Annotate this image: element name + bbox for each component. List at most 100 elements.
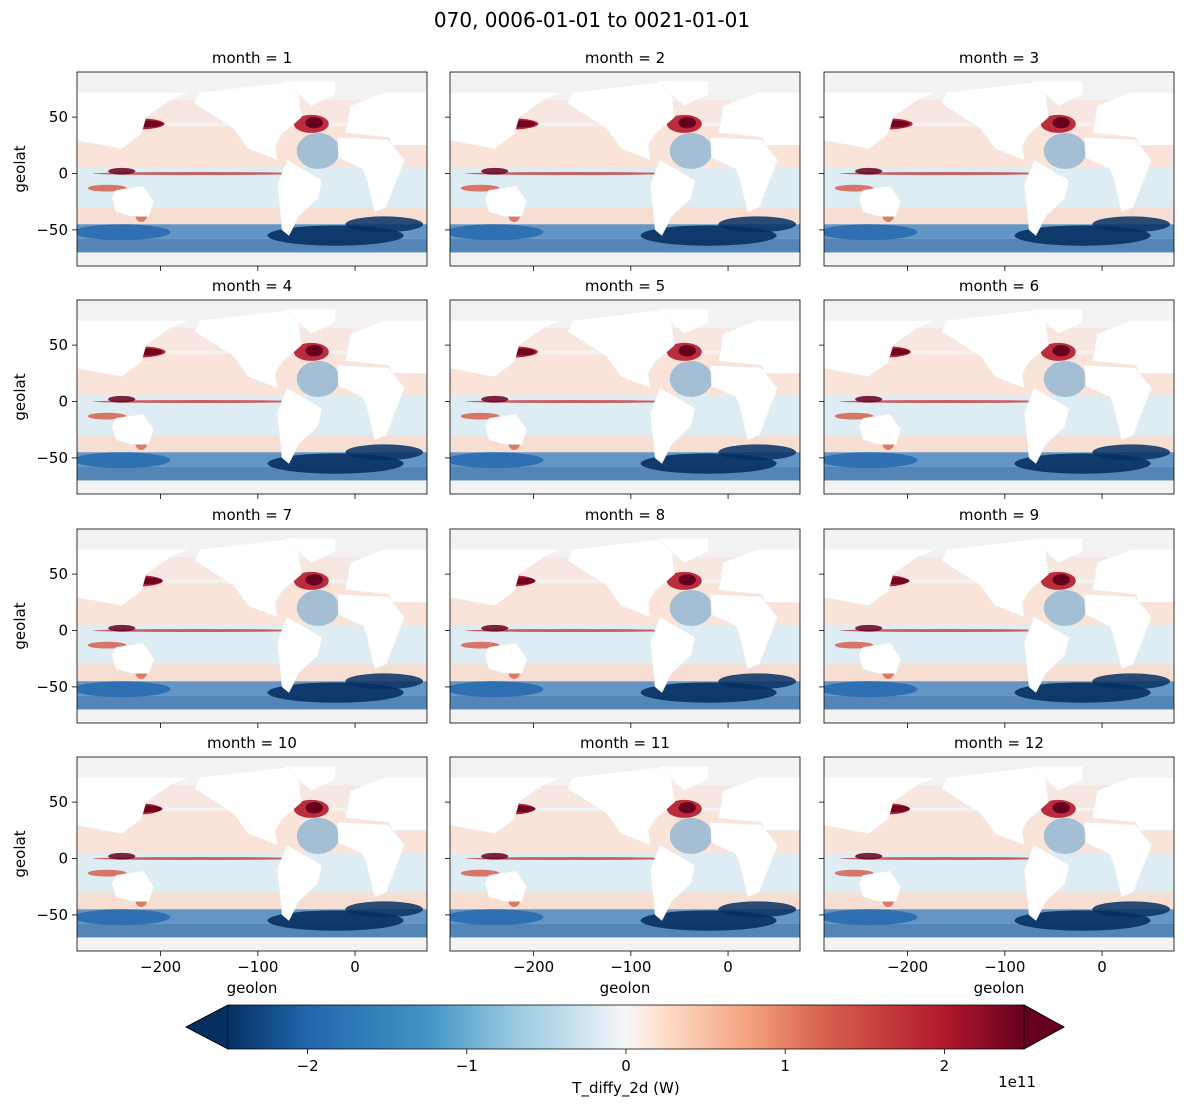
north-america (567, 308, 675, 389)
warm-pool-flux (108, 395, 136, 403)
field-map (450, 300, 800, 494)
antarctica (824, 252, 1174, 266)
acc-indian (718, 444, 797, 461)
x-axis-label: geolon (600, 979, 651, 997)
gulf-stream-core (305, 345, 323, 357)
eurasia-east (450, 92, 563, 149)
warm-pool-flux (481, 624, 509, 632)
warm-pool-flux (855, 167, 883, 175)
antarctica (77, 709, 427, 723)
acc-indian (345, 444, 424, 461)
north-america (941, 308, 1049, 389)
greenland (1030, 765, 1083, 792)
colorbar-bar (228, 1005, 1024, 1049)
y-tick-label: 0 (58, 393, 68, 411)
field-map (824, 529, 1174, 723)
africa (710, 365, 778, 441)
x-tick-label: −100 (610, 958, 651, 976)
equatorial-ridge (92, 857, 307, 860)
antarctica (77, 937, 427, 951)
greenland (1030, 80, 1083, 107)
eurasia-west (717, 320, 800, 374)
greenland (1030, 308, 1083, 335)
panel-month-3: month = 3 (819, 49, 1175, 271)
antarctica (450, 480, 800, 494)
field-map (77, 72, 427, 266)
panel-title: month = 4 (212, 277, 292, 295)
acc-indian (718, 216, 797, 233)
colorbar: −2 −1 0 1 2 T_diffy_2d (W) 1e11 (185, 1004, 1065, 1098)
equatorial-ridge (92, 629, 307, 632)
x-tick-label: 0 (1097, 958, 1107, 976)
acc-indian (345, 901, 424, 918)
axes-frame (823, 528, 1175, 724)
south-america (277, 844, 323, 921)
panel-grid: month = 1 −50 0 50 geolat month = 2 month = 3 m… (11, 49, 1175, 997)
antarctica (824, 480, 1174, 494)
eurasia-east (77, 320, 190, 377)
field-map (824, 757, 1174, 951)
southern-positive-band (450, 435, 800, 453)
y-tick-label: 0 (58, 622, 68, 640)
eurasia-west (1091, 92, 1174, 146)
antarctica (77, 252, 427, 266)
eurasia-east (450, 549, 563, 606)
y-tick-label: 50 (49, 793, 68, 811)
colorbar-tick-label: −2 (297, 1057, 319, 1075)
warm-pool-flux (481, 852, 509, 860)
equatorial-ridge (839, 857, 1054, 860)
indian-ocean-flux (460, 641, 500, 649)
axes-frame (449, 71, 801, 267)
acc-pacific (450, 452, 544, 469)
indian-ocean-flux (834, 869, 874, 877)
panel-title: month = 12 (954, 734, 1044, 752)
southern-positive-band (824, 207, 1174, 225)
y-axis-label: geolat (11, 145, 29, 192)
africa (710, 822, 778, 898)
y-tick-label: −50 (36, 449, 68, 467)
field-map (824, 300, 1174, 494)
antarctica (450, 709, 800, 723)
axes-frame (76, 299, 428, 495)
africa (710, 137, 778, 213)
africa (337, 137, 405, 213)
warm-pool-flux (855, 624, 883, 632)
y-tick-label: −50 (36, 221, 68, 239)
australia (858, 870, 902, 902)
x-tick-label: −200 (140, 958, 181, 976)
africa (1084, 822, 1152, 898)
australia (858, 642, 902, 674)
south-america (1024, 387, 1070, 464)
colorbar-tick-label: 0 (621, 1057, 631, 1075)
eurasia-west (1091, 549, 1174, 603)
acc-indian (718, 901, 797, 918)
acc-pacific (450, 224, 544, 241)
australia (858, 413, 902, 445)
greenland (656, 308, 709, 335)
acc-indian (345, 216, 424, 233)
north-america (941, 765, 1049, 846)
y-tick-label: 50 (49, 336, 68, 354)
x-axis-label: geolon (227, 979, 278, 997)
acc-indian (345, 673, 424, 690)
colorbar-extend-low (185, 1004, 229, 1050)
north-america (194, 765, 302, 846)
atlantic-negative (669, 589, 713, 626)
south-america (277, 159, 323, 236)
figure-title: 070, 0006-01-01 to 0021-01-01 (434, 8, 750, 32)
gulf-stream-core (678, 345, 696, 357)
southern-positive-band (77, 664, 427, 682)
north-america (567, 765, 675, 846)
y-tick-label: 50 (49, 565, 68, 583)
australia (484, 870, 528, 902)
x-tick-label: −200 (887, 958, 928, 976)
acc-indian (718, 673, 797, 690)
southern-positive-band (450, 664, 800, 682)
x-axis-label: geolon (974, 979, 1025, 997)
axes-frame (76, 528, 428, 724)
gulf-stream-core (1052, 574, 1070, 586)
field-map (450, 757, 800, 951)
africa (337, 365, 405, 441)
colorbar-extend-high (1023, 1004, 1065, 1050)
